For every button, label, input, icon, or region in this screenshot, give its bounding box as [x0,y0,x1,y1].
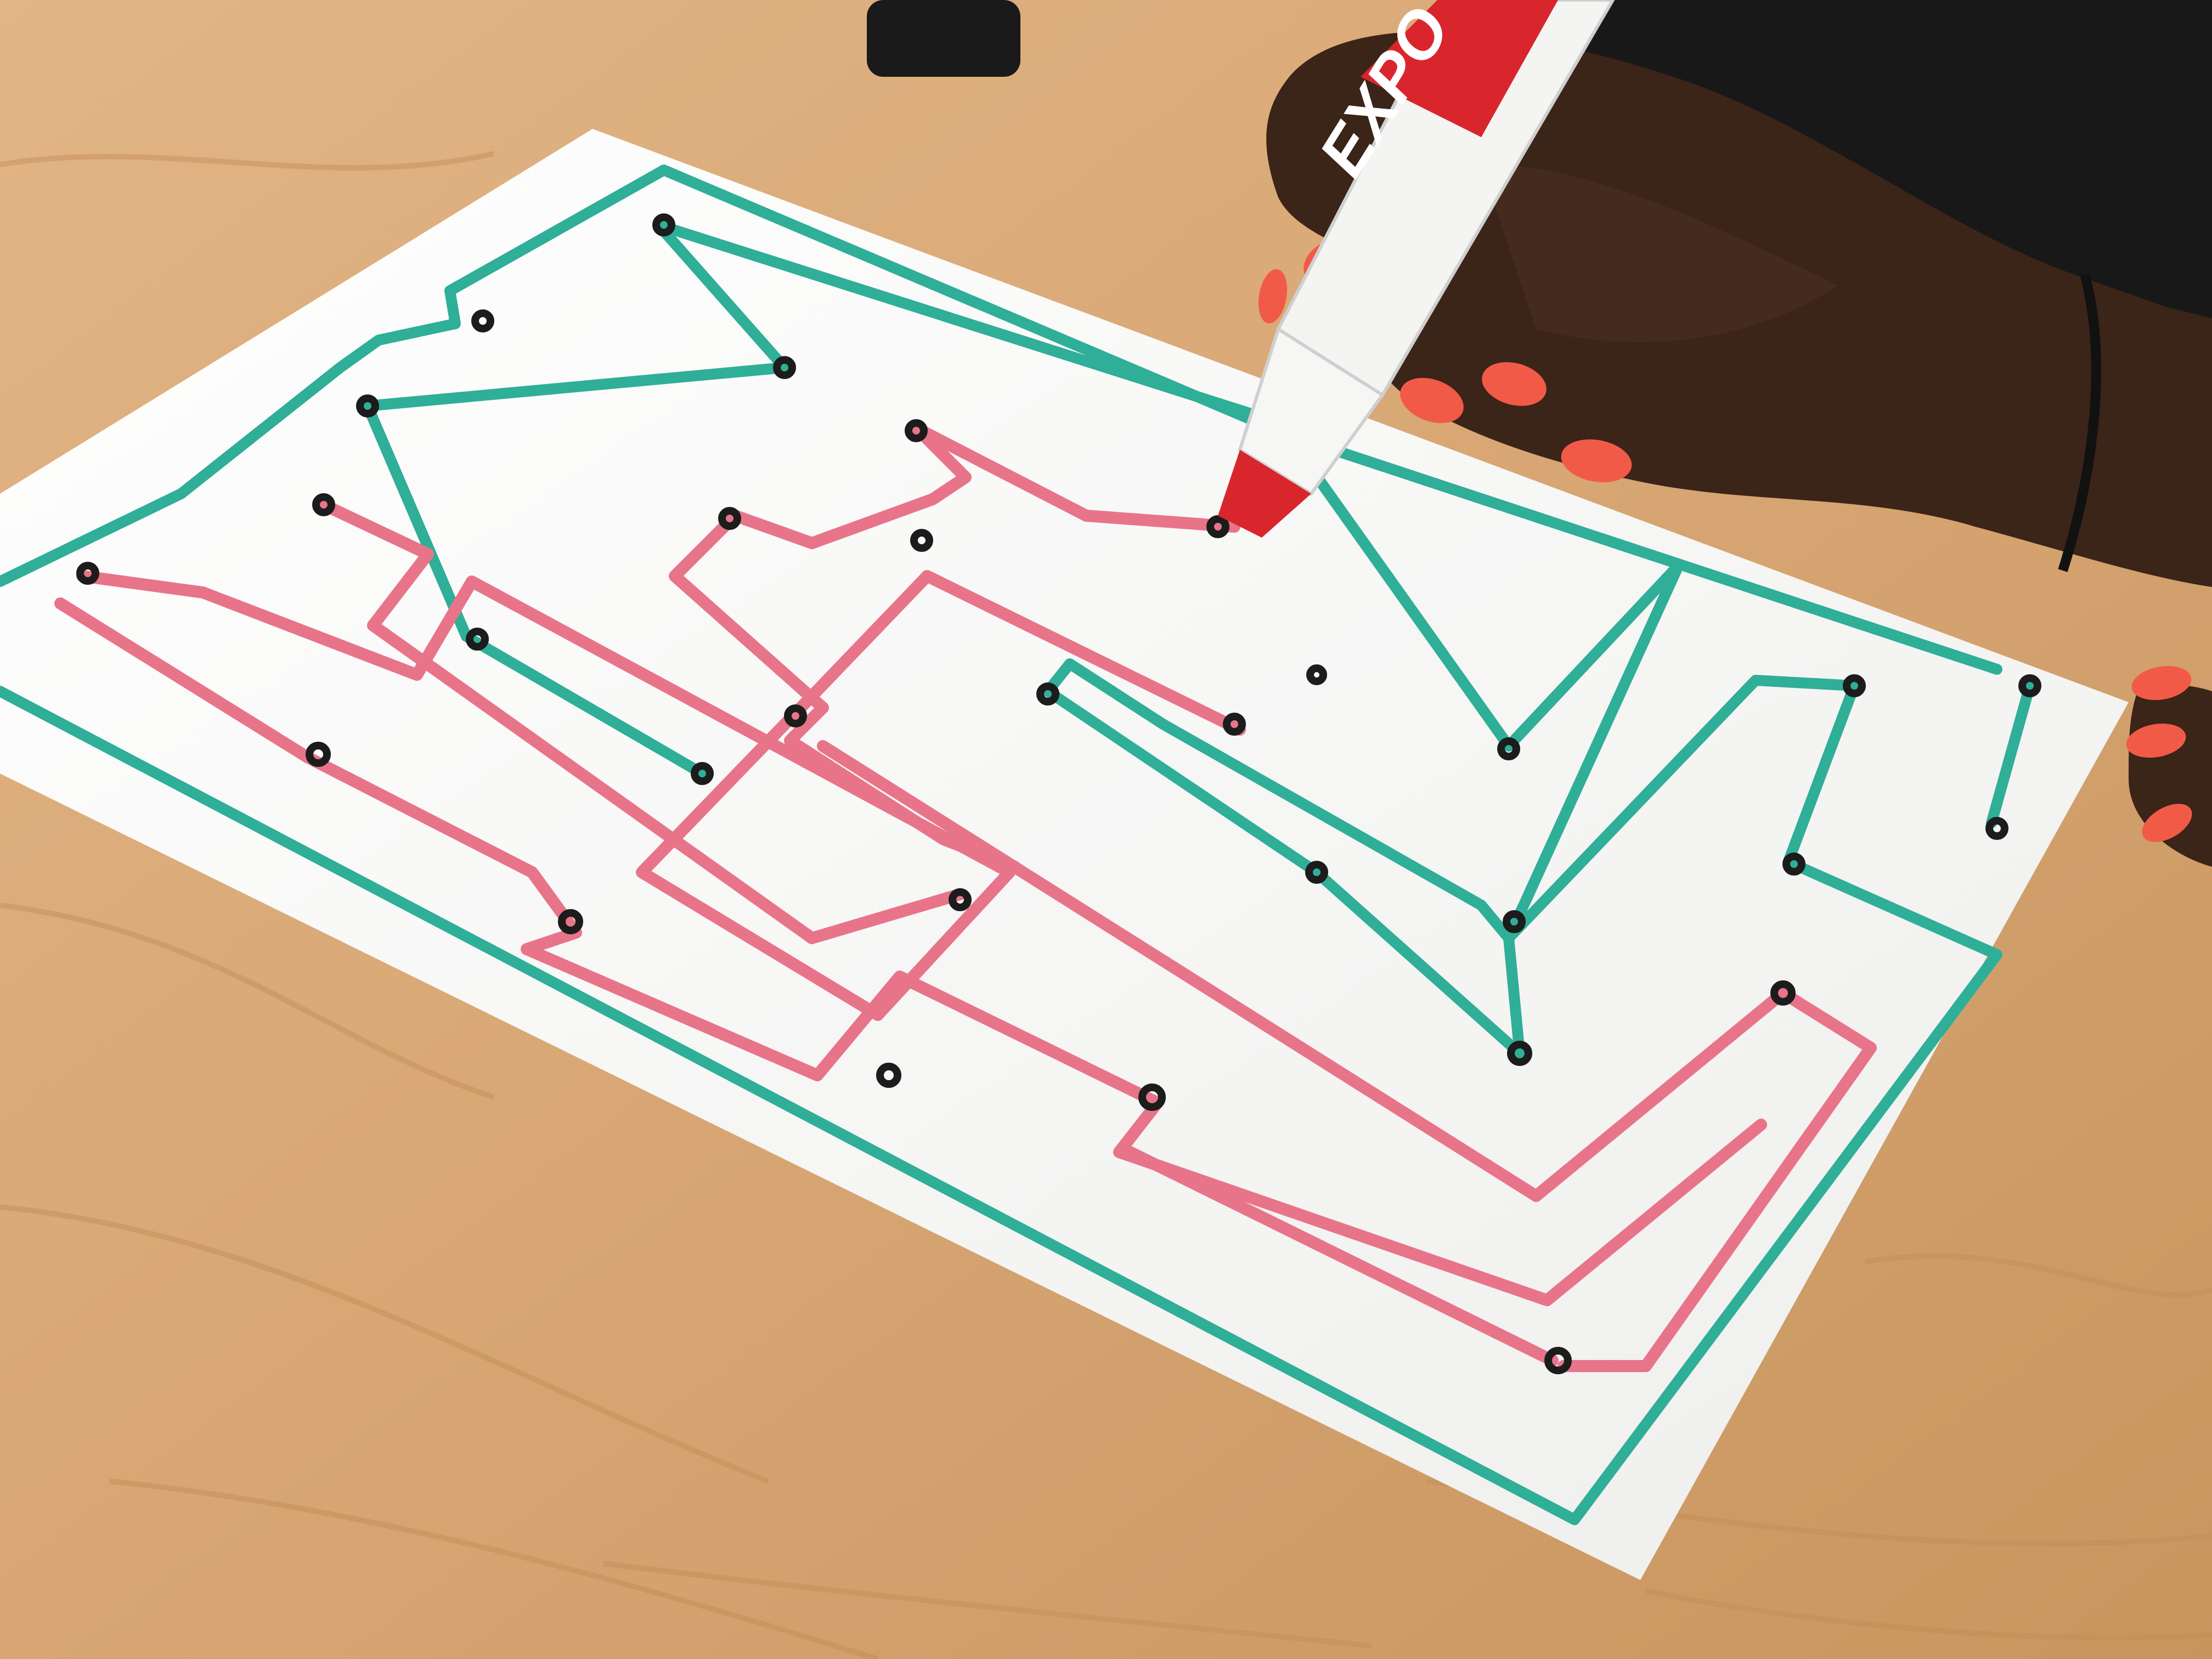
node [1544,1347,1572,1374]
node [1843,674,1866,697]
node [773,356,796,379]
node [306,742,331,767]
node [905,419,928,442]
node [1206,515,1229,538]
node [949,888,972,911]
node [1503,910,1526,933]
node [1036,682,1059,706]
node [1770,980,1796,1006]
paper-sheet [0,129,2129,1580]
node [1306,664,1327,685]
black-object [867,0,1020,77]
node [471,309,494,332]
node [1138,1084,1166,1111]
node [1223,713,1246,736]
node [1497,737,1520,760]
bracelet [2058,273,2101,572]
node [1985,817,2008,840]
node [1305,861,1328,884]
node [466,628,489,651]
node [910,529,933,552]
node [784,704,807,727]
node [1507,1041,1532,1066]
node [558,909,583,934]
hand-highlight [1481,165,1838,342]
node [1782,853,1805,876]
node [312,493,335,516]
node [691,762,714,785]
marker-label [1361,0,1558,137]
pink-maze-lines [54,422,1877,1372]
node [718,507,741,530]
maze-nodes [76,213,2041,1374]
node [356,394,379,417]
node [876,1063,901,1088]
node [652,213,675,236]
marker-tip [1218,450,1311,538]
node [2018,674,2041,697]
marker: EXPO [1218,0,1615,538]
node [76,562,99,585]
